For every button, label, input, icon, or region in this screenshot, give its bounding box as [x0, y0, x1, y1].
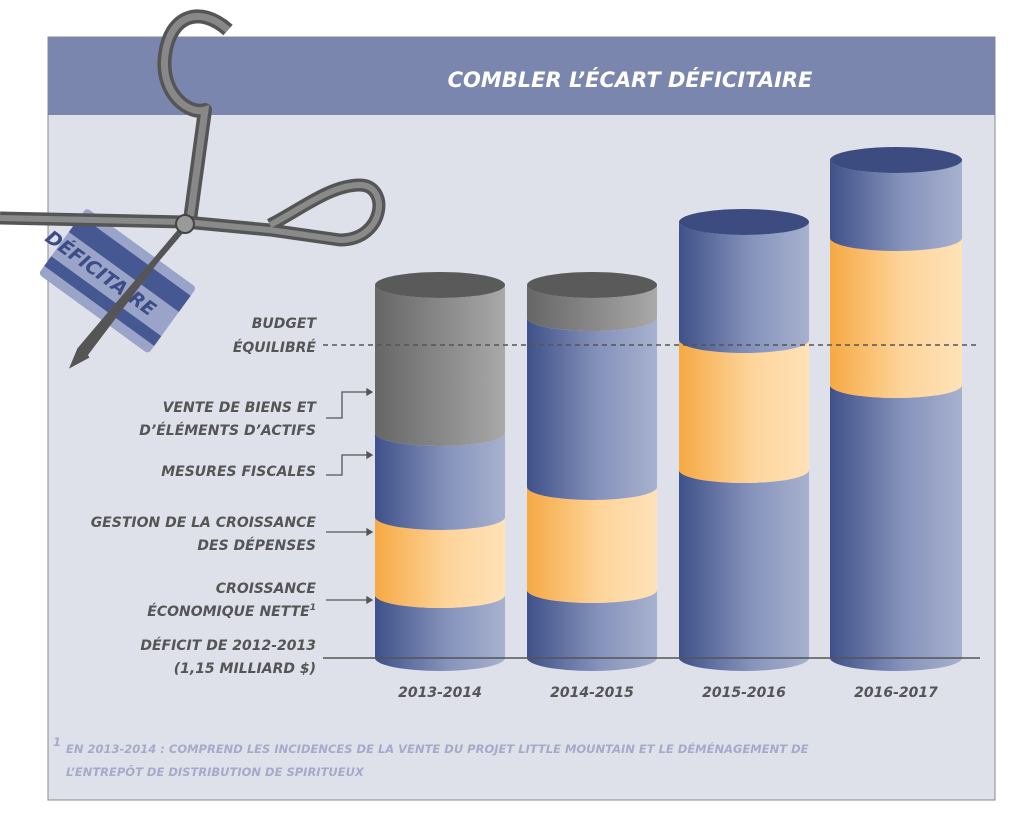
cylinder-segment [375, 433, 505, 530]
cylinder-segment [375, 595, 505, 671]
cylinder-segment [679, 470, 809, 671]
footnote-marker: 1 [53, 735, 61, 749]
label: DÉFICIT DE 2012-2013 [140, 637, 316, 654]
cylinders [375, 147, 962, 671]
cylinder-segment [527, 285, 657, 331]
cylinder-segment [527, 590, 657, 671]
label: CROISSANCE [216, 581, 317, 597]
cylinder-segment [375, 517, 505, 608]
cylinder-segment [375, 285, 505, 446]
cylinder-top [527, 272, 657, 298]
footnote-line: EN 2013-2014 : COMPREND LES INCIDENCES D… [66, 741, 809, 756]
label: MESURES FISCALES [161, 464, 316, 480]
label: VENTE DE BIENS ET [163, 400, 318, 416]
footnote-line: L’ENTREPÔT DE DISTRIBUTION DE SPIRITUEUX [66, 764, 365, 779]
card [39, 209, 195, 353]
cylinder-segment [527, 487, 657, 603]
label: DES DÉPENSES [197, 537, 316, 554]
labels: BUDGET ÉQUILIBRÉ VENTE DE BIENS ET D’ÉLÉ… [91, 316, 318, 677]
cylinder-segment [527, 318, 657, 500]
category-label: 2014-2015 [550, 685, 634, 701]
connectors [326, 387, 374, 605]
label-marker: 1 [310, 603, 316, 613]
cylinder-segment [679, 340, 809, 483]
footnote: 1 EN 2013-2014 : COMPREND LES INCIDENCES… [53, 735, 809, 779]
cylinder-segment [679, 222, 809, 353]
label: D’ÉLÉMENTS D’ACTIFS [139, 422, 316, 439]
cylinder-segment [830, 385, 962, 671]
category-label: 2016-2017 [854, 685, 938, 701]
category-label: 2015-2016 [702, 685, 786, 701]
label: BUDGET [252, 316, 318, 332]
label: ÉQUILIBRÉ [233, 339, 317, 356]
label: (1,15 MILLIARD $) [174, 661, 316, 677]
cylinder-top [830, 147, 962, 173]
title: COMBLER L’ÉCART DÉFICITAIRE [448, 67, 813, 92]
cylinder-top [375, 272, 505, 298]
cylinder-top [679, 209, 809, 235]
category-label: 2013-2014 [398, 685, 482, 701]
label: GESTION DE LA CROISSANCE [91, 515, 317, 531]
cylinder-segment [830, 160, 962, 251]
label-text: ÉCONOMIQUE NETTE [147, 603, 310, 620]
cylinder-segment [830, 238, 962, 398]
label: ÉCONOMIQUE NETTE1 [147, 603, 316, 620]
header-band [48, 37, 995, 115]
